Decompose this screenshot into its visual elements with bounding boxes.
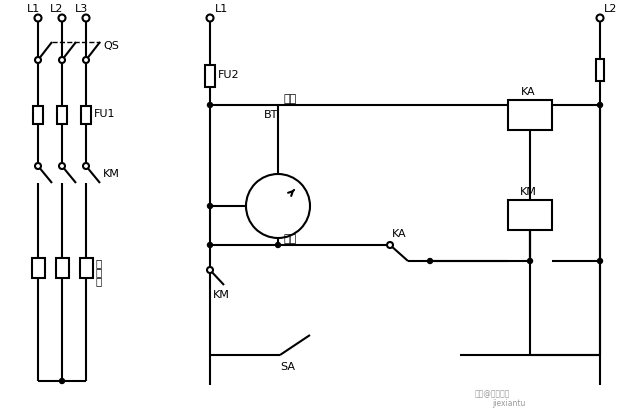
Bar	[57, 106, 67, 124]
Circle shape	[428, 258, 433, 263]
Text: 电: 电	[95, 258, 101, 268]
Text: BT: BT	[264, 110, 278, 120]
Bar	[508, 200, 552, 230]
Bar	[31, 258, 45, 278]
Circle shape	[59, 163, 65, 169]
Text: KA: KA	[392, 229, 406, 239]
Circle shape	[58, 15, 65, 22]
Bar	[79, 258, 93, 278]
Text: FU2: FU2	[218, 70, 239, 80]
Circle shape	[598, 258, 602, 263]
Text: jiexiantu: jiexiantu	[492, 399, 525, 408]
Circle shape	[527, 258, 532, 263]
Text: KM: KM	[213, 290, 230, 300]
Text: KA: KA	[521, 87, 535, 97]
Text: 上限: 上限	[283, 94, 296, 104]
Circle shape	[35, 15, 42, 22]
Circle shape	[35, 57, 41, 63]
Text: KM: KM	[103, 169, 120, 179]
Text: SA: SA	[280, 362, 295, 372]
Circle shape	[35, 163, 41, 169]
Circle shape	[596, 15, 604, 22]
Circle shape	[83, 15, 90, 22]
Text: 下限: 下限	[283, 234, 296, 244]
Circle shape	[60, 379, 65, 384]
Circle shape	[246, 174, 310, 238]
Circle shape	[275, 243, 280, 248]
Circle shape	[207, 203, 212, 208]
Text: 热: 热	[95, 267, 101, 277]
Circle shape	[207, 267, 213, 273]
Circle shape	[207, 243, 212, 248]
Circle shape	[83, 163, 89, 169]
Circle shape	[207, 15, 214, 22]
Bar	[205, 65, 215, 87]
Bar	[508, 100, 552, 130]
Circle shape	[207, 102, 212, 107]
Text: 器: 器	[95, 276, 101, 286]
Text: QS: QS	[103, 41, 119, 51]
Bar	[33, 106, 43, 124]
Circle shape	[59, 57, 65, 63]
Bar	[81, 106, 91, 124]
Text: L2: L2	[51, 4, 64, 14]
Text: L1: L1	[215, 4, 228, 14]
Bar	[56, 258, 68, 278]
Text: KM: KM	[520, 187, 536, 197]
Circle shape	[83, 57, 89, 63]
Text: L3: L3	[74, 4, 88, 14]
Text: L2: L2	[604, 4, 618, 14]
Text: FU1: FU1	[94, 109, 115, 119]
Text: 头条@电工技术: 头条@电工技术	[475, 389, 510, 398]
Bar	[596, 59, 604, 81]
Circle shape	[598, 102, 602, 107]
Text: L1: L1	[26, 4, 40, 14]
Circle shape	[387, 242, 393, 248]
